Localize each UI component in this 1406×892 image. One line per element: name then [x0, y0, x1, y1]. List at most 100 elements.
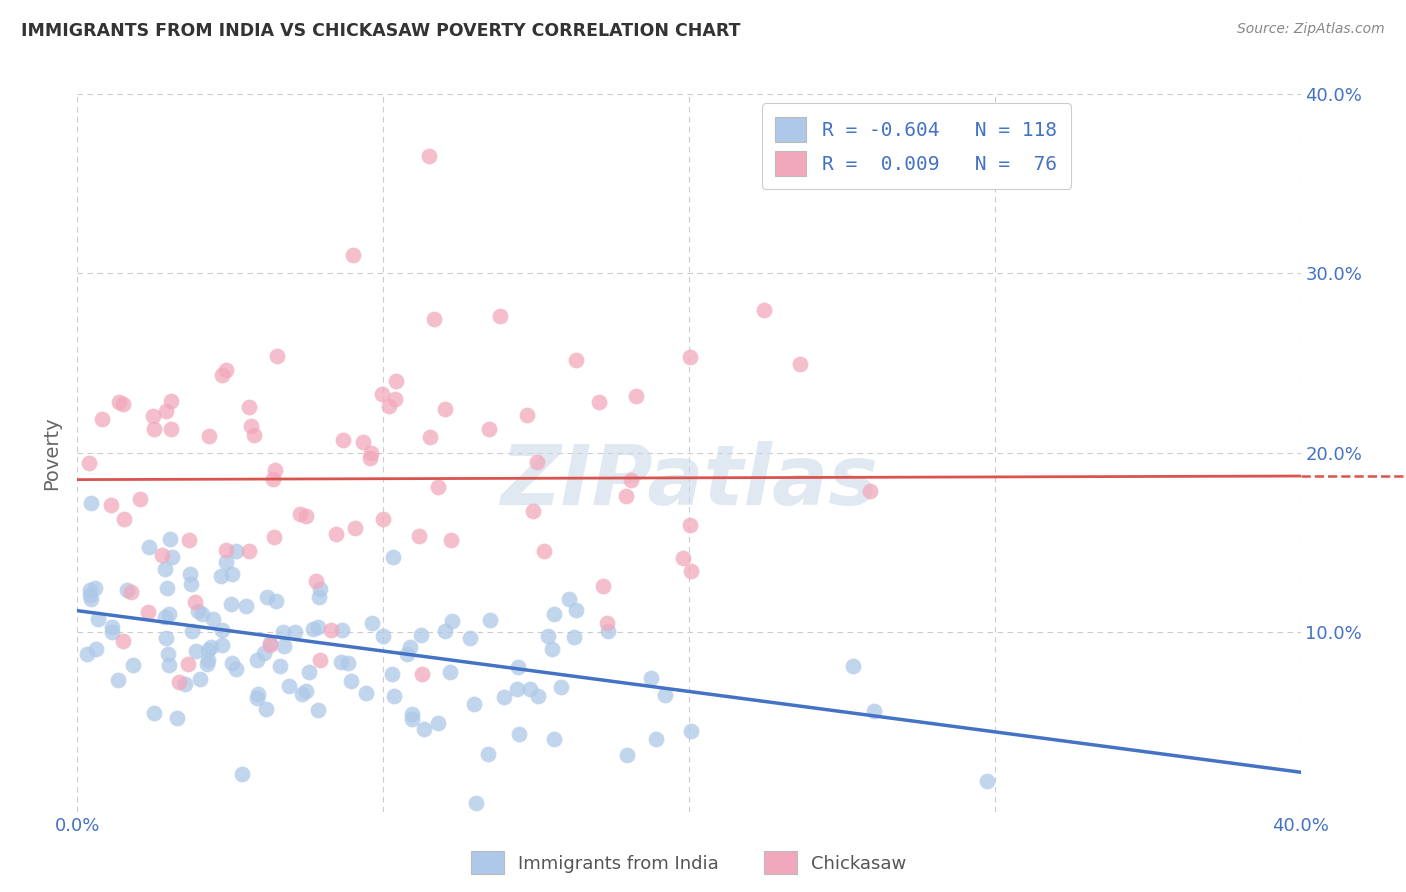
- Point: [295, 509, 318, 524]
- Point: [160, 550, 183, 565]
- Point: [284, 624, 307, 639]
- Point: [354, 686, 377, 700]
- Point: [180, 577, 202, 591]
- Point: [371, 387, 394, 401]
- Point: [167, 675, 190, 690]
- Point: [259, 635, 281, 649]
- Point: [307, 703, 329, 717]
- Point: [111, 397, 134, 411]
- Point: [540, 642, 562, 657]
- Point: [426, 715, 449, 730]
- Point: [679, 351, 702, 365]
- Point: [157, 657, 180, 672]
- Point: [360, 616, 382, 631]
- Text: Source: ZipAtlas.com: Source: ZipAtlas.com: [1237, 22, 1385, 37]
- Point: [259, 638, 281, 652]
- Point: [101, 625, 124, 640]
- Point: [152, 548, 174, 562]
- Point: [76, 647, 98, 661]
- Point: [359, 450, 381, 465]
- Point: [177, 657, 200, 671]
- Point: [440, 533, 463, 548]
- Point: [155, 631, 177, 645]
- Point: [112, 512, 135, 526]
- Point: [465, 796, 488, 810]
- Point: [221, 657, 243, 671]
- Point: [138, 540, 160, 554]
- Point: [378, 399, 401, 413]
- Point: [219, 597, 242, 611]
- Point: [588, 395, 610, 409]
- Point: [273, 639, 295, 653]
- Point: [526, 690, 548, 704]
- Point: [166, 711, 188, 725]
- Point: [187, 604, 209, 618]
- Point: [426, 480, 449, 494]
- Point: [522, 503, 544, 517]
- Legend: Immigrants from India, Chickasaw: Immigrants from India, Chickasaw: [464, 844, 914, 881]
- Point: [492, 690, 515, 705]
- Point: [153, 562, 176, 576]
- Point: [225, 544, 247, 558]
- Y-axis label: Poverty: Poverty: [42, 416, 62, 490]
- Point: [101, 620, 124, 634]
- Point: [142, 706, 165, 721]
- Point: [122, 658, 145, 673]
- Point: [543, 731, 565, 746]
- Point: [238, 401, 260, 415]
- Point: [100, 498, 122, 512]
- Point: [84, 642, 107, 657]
- Point: [330, 623, 353, 637]
- Point: [197, 429, 219, 443]
- Point: [80, 592, 103, 607]
- Point: [562, 630, 585, 644]
- Point: [128, 492, 150, 507]
- Point: [246, 653, 269, 667]
- Point: [614, 489, 637, 503]
- Point: [211, 639, 233, 653]
- Point: [264, 463, 287, 477]
- Point: [157, 607, 180, 621]
- Point: [640, 671, 662, 685]
- Point: [238, 543, 260, 558]
- Point: [188, 673, 211, 687]
- Point: [408, 529, 430, 543]
- Point: [295, 683, 318, 698]
- Point: [352, 434, 374, 449]
- Point: [305, 574, 328, 589]
- Point: [136, 605, 159, 619]
- Point: [266, 349, 288, 363]
- Point: [246, 687, 269, 701]
- Point: [309, 582, 332, 596]
- Point: [120, 585, 142, 599]
- Point: [550, 680, 572, 694]
- Point: [221, 566, 243, 581]
- Point: [596, 624, 619, 638]
- Point: [156, 581, 179, 595]
- Point: [439, 665, 461, 680]
- Point: [155, 404, 177, 418]
- Point: [409, 628, 432, 642]
- Point: [79, 583, 101, 598]
- Point: [506, 681, 529, 696]
- Point: [180, 624, 202, 639]
- Point: [382, 689, 405, 703]
- Point: [399, 640, 422, 655]
- Point: [343, 521, 366, 535]
- Point: [107, 673, 129, 688]
- Point: [342, 248, 364, 262]
- Point: [215, 363, 238, 377]
- Point: [174, 677, 197, 691]
- Point: [478, 422, 501, 436]
- Point: [142, 422, 165, 436]
- Point: [298, 665, 321, 680]
- Point: [87, 612, 110, 626]
- Point: [202, 612, 225, 626]
- Point: [184, 644, 207, 658]
- Point: [384, 375, 406, 389]
- Point: [401, 707, 423, 722]
- Point: [340, 674, 363, 689]
- Point: [381, 666, 404, 681]
- Point: [384, 392, 406, 407]
- Point: [84, 581, 107, 595]
